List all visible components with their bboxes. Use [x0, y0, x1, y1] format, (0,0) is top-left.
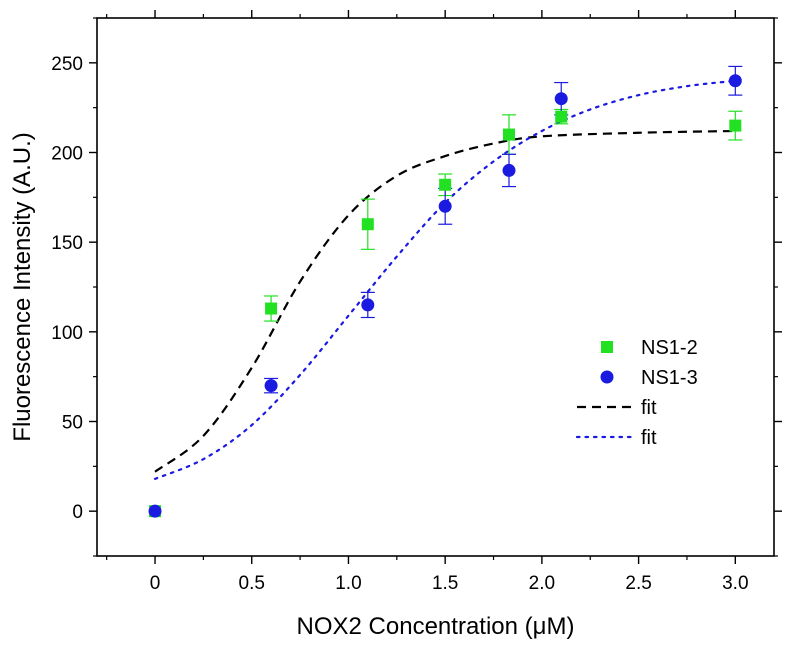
x-tick-label: 0.5 — [239, 573, 265, 594]
point-NS1-3 — [361, 298, 375, 312]
fit-line-dashed — [154, 129, 736, 473]
point-NS1-2 — [555, 110, 568, 123]
y-tick-label: 250 — [51, 54, 83, 75]
x-axis: 0 0.5 1.0 1.5 2.0 2.5 3.0 — [106, 10, 749, 594]
data-points — [148, 74, 742, 518]
point-NS1-2 — [729, 119, 742, 132]
x-tick-label: 3.0 — [722, 573, 748, 594]
legend: NS1-2 NS1-3 fit fit — [575, 337, 698, 449]
x-tick-label: 1.5 — [432, 573, 458, 594]
x-tick-label: 0 — [150, 573, 161, 594]
point-NS1-3 — [728, 74, 742, 88]
y-axis-title: Fluorescence Intensity (A.U.) — [9, 132, 36, 441]
point-NS1-3 — [148, 504, 162, 518]
legend-marker-circle — [600, 370, 614, 384]
legend-label: NS1-2 — [641, 337, 698, 359]
point-NS1-2 — [265, 302, 278, 315]
legend-marker-square — [601, 341, 613, 353]
y-axis: 0 50 100 150 200 250 — [51, 17, 782, 557]
legend-label: fit — [641, 397, 657, 419]
legend-label: fit — [641, 427, 657, 449]
x-tick-label: 2.0 — [529, 573, 555, 594]
y-tick-label: 150 — [51, 233, 83, 254]
y-tick-label: 200 — [51, 144, 83, 165]
legend-label: NS1-3 — [641, 367, 698, 389]
point-NS1-2 — [439, 178, 452, 191]
point-NS1-3 — [554, 92, 568, 106]
x-tick-label: 1.0 — [335, 573, 361, 594]
fit-curves — [153, 79, 737, 480]
fit-line-dotted — [153, 79, 737, 480]
point-NS1-3 — [438, 199, 452, 213]
point-NS1-2 — [361, 218, 374, 231]
error-bars — [264, 65, 743, 394]
x-axis-title: NOX2 Concentration (μM) — [297, 613, 575, 640]
point-NS1-3 — [502, 163, 516, 177]
y-tick-label: 100 — [51, 323, 83, 344]
y-tick-label: 50 — [62, 413, 83, 434]
x-tick-label: 2.5 — [625, 573, 651, 594]
y-tick-label: 0 — [72, 502, 83, 523]
plot-frame — [96, 17, 775, 557]
point-NS1-3 — [264, 379, 278, 393]
point-NS1-2 — [503, 128, 516, 141]
